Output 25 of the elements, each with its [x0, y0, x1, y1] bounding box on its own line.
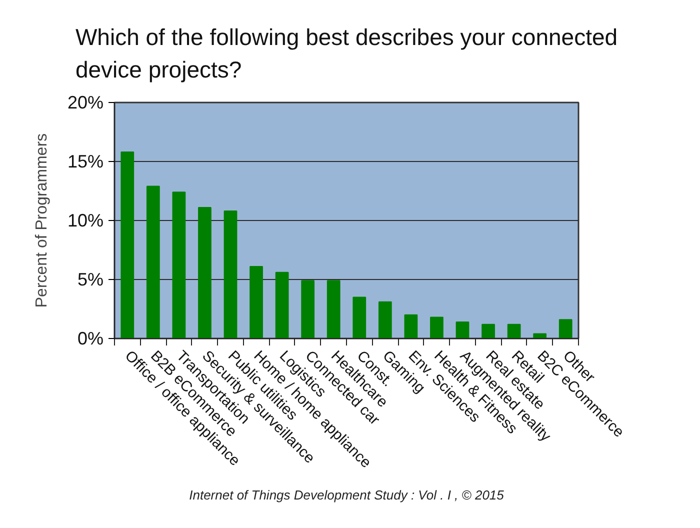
bar: [120, 152, 134, 338]
bar: [250, 266, 263, 338]
y-tick-label: 5%: [77, 270, 104, 290]
bar: [430, 316, 444, 338]
bar: [146, 186, 160, 338]
chart-title: Which of the following best describes your connected device projects?: [75, 24, 618, 82]
bar: [275, 272, 289, 338]
text: Internet of Things Development Study : Vol . I , © 2015: [189, 488, 505, 502]
bar: [456, 321, 470, 338]
y-tick-label: 20%: [67, 92, 104, 112]
bar: [507, 324, 521, 338]
bar: [326, 280, 340, 338]
bar: [172, 192, 186, 338]
y-tick-label: 0%: [77, 328, 104, 348]
bar: [301, 280, 315, 338]
bar: [352, 296, 366, 338]
bar: [378, 301, 392, 338]
y-tick-label: 15%: [67, 152, 104, 172]
y-tick-label: 10%: [67, 210, 104, 230]
bar: [224, 210, 238, 338]
bar: [198, 207, 212, 338]
bar: [558, 319, 572, 338]
y-axis-title: Percent of Programmers: [33, 133, 50, 308]
bar: [482, 324, 495, 338]
bar: [404, 314, 418, 338]
